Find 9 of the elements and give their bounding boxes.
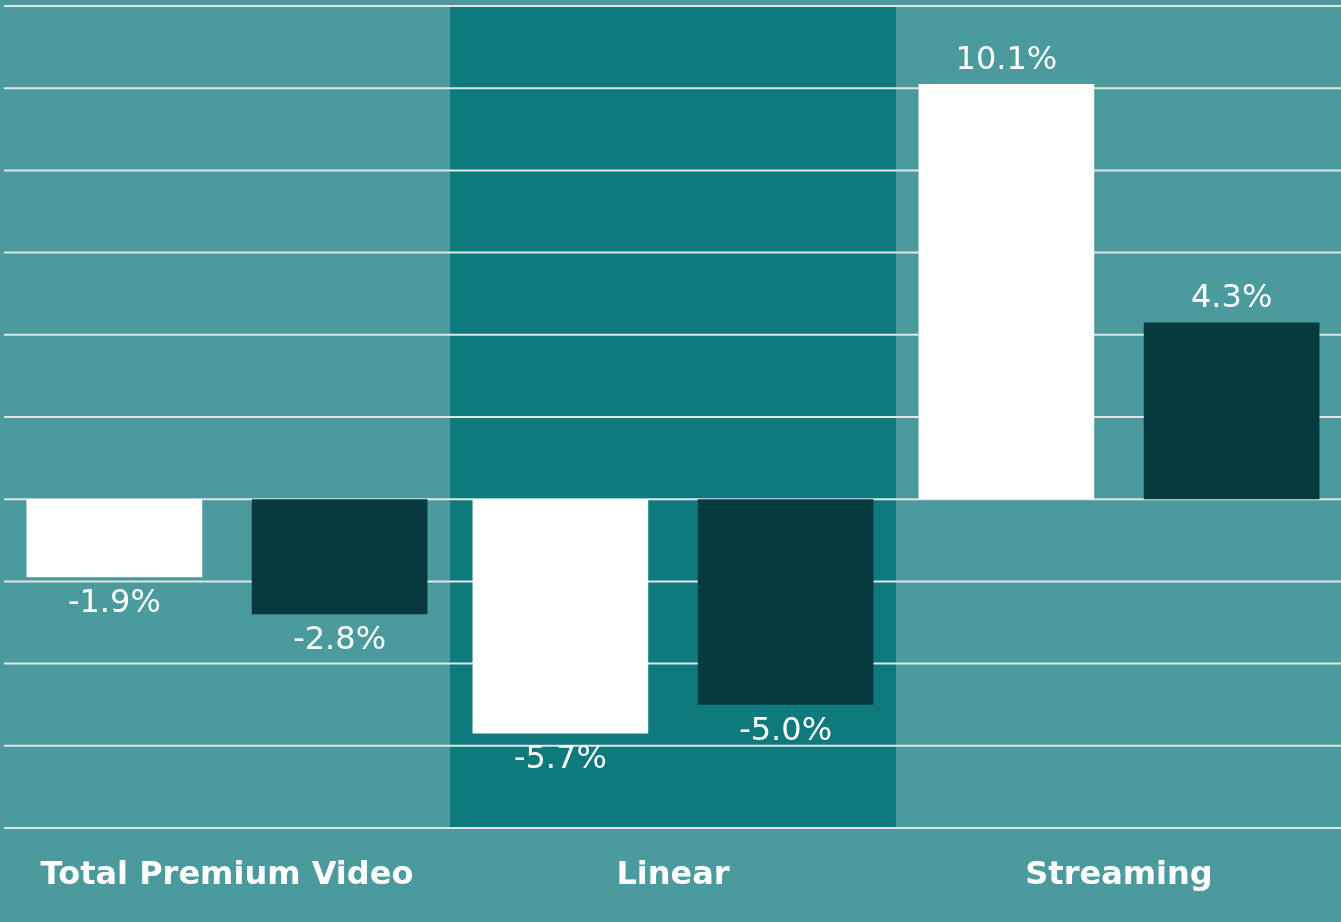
data-label: -2.8% xyxy=(293,619,387,658)
x-tick-label: Streaming xyxy=(1025,853,1213,892)
data-label: -5.0% xyxy=(739,709,833,748)
data-label: 4.3% xyxy=(1190,277,1273,316)
x-tick-label: Total Premium Video xyxy=(40,853,414,892)
x-tick-label: Linear xyxy=(616,853,730,892)
data-label: -1.9% xyxy=(67,582,161,621)
data-label: -5.7% xyxy=(513,738,607,777)
data-label: 10.1% xyxy=(955,39,1058,78)
